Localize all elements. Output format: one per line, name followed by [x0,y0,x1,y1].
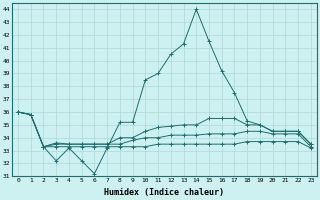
X-axis label: Humidex (Indice chaleur): Humidex (Indice chaleur) [104,188,224,197]
